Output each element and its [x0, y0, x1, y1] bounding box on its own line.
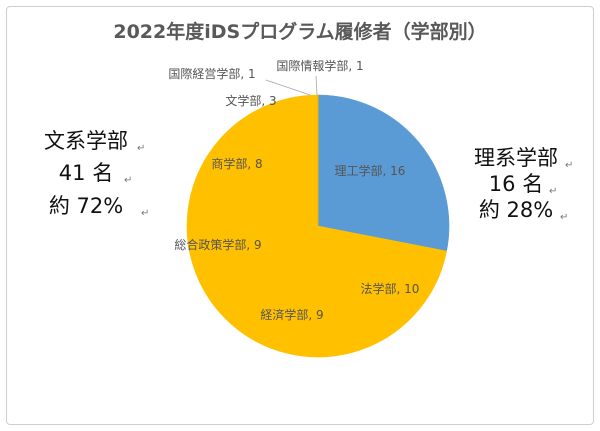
humanities-title: 文系学部 [44, 129, 128, 153]
pie-slice [187, 113, 319, 227]
chart-title: 2022年度iDSプログラム履修者（学部別） [113, 20, 486, 43]
slice-label: 理工学部, 16 [335, 163, 406, 178]
slice-labels: 理工学部, 16 法学部, 10 経済学部, 9 総合政策学部, 9 商学部, 8 文学部… [168, 58, 419, 322]
sciences-count: 16 名 [489, 172, 543, 196]
slice-label: 商学部, 8 [211, 156, 262, 171]
return-mark: ↵ [549, 186, 557, 197]
humanities-count: 41 名 [59, 161, 113, 185]
return-mark: ↵ [565, 160, 573, 171]
label-leader-lines [265, 75, 318, 96]
leader-line [315, 75, 318, 96]
sciences-annotation: 理系学部 ↵ 16 名 ↵ 約 28% ↵ [474, 146, 573, 223]
pie-slices [186, 94, 450, 358]
humanities-annotation: 文系学部 ↵ 41 名 ↵ 約 72% ↵ [44, 129, 149, 219]
return-mark: ↵ [560, 212, 568, 223]
pie-slice [186, 207, 319, 326]
slice-label: 法学部, 10 [361, 281, 420, 296]
leader-line [265, 79, 311, 96]
slice-label: 国際経営学部, 1 [168, 66, 255, 81]
return-mark: ↵ [124, 175, 132, 186]
sciences-percent: 約 28% [479, 198, 553, 222]
slice-label: 文学部, 3 [225, 93, 276, 108]
pie-slice [231, 225, 355, 358]
humanities-percent: 約 72% [49, 194, 123, 218]
sciences-title: 理系学部 [474, 146, 558, 170]
pie-slice [317, 94, 450, 252]
return-mark: ↵ [137, 143, 145, 154]
return-mark: ↵ [141, 208, 149, 219]
slice-label: 経済学部, 9 [260, 307, 323, 322]
slice-label: 総合政策学部, 9 [174, 237, 261, 252]
pie-slice [317, 225, 447, 353]
slice-label: 国際情報学部, 1 [276, 58, 363, 73]
